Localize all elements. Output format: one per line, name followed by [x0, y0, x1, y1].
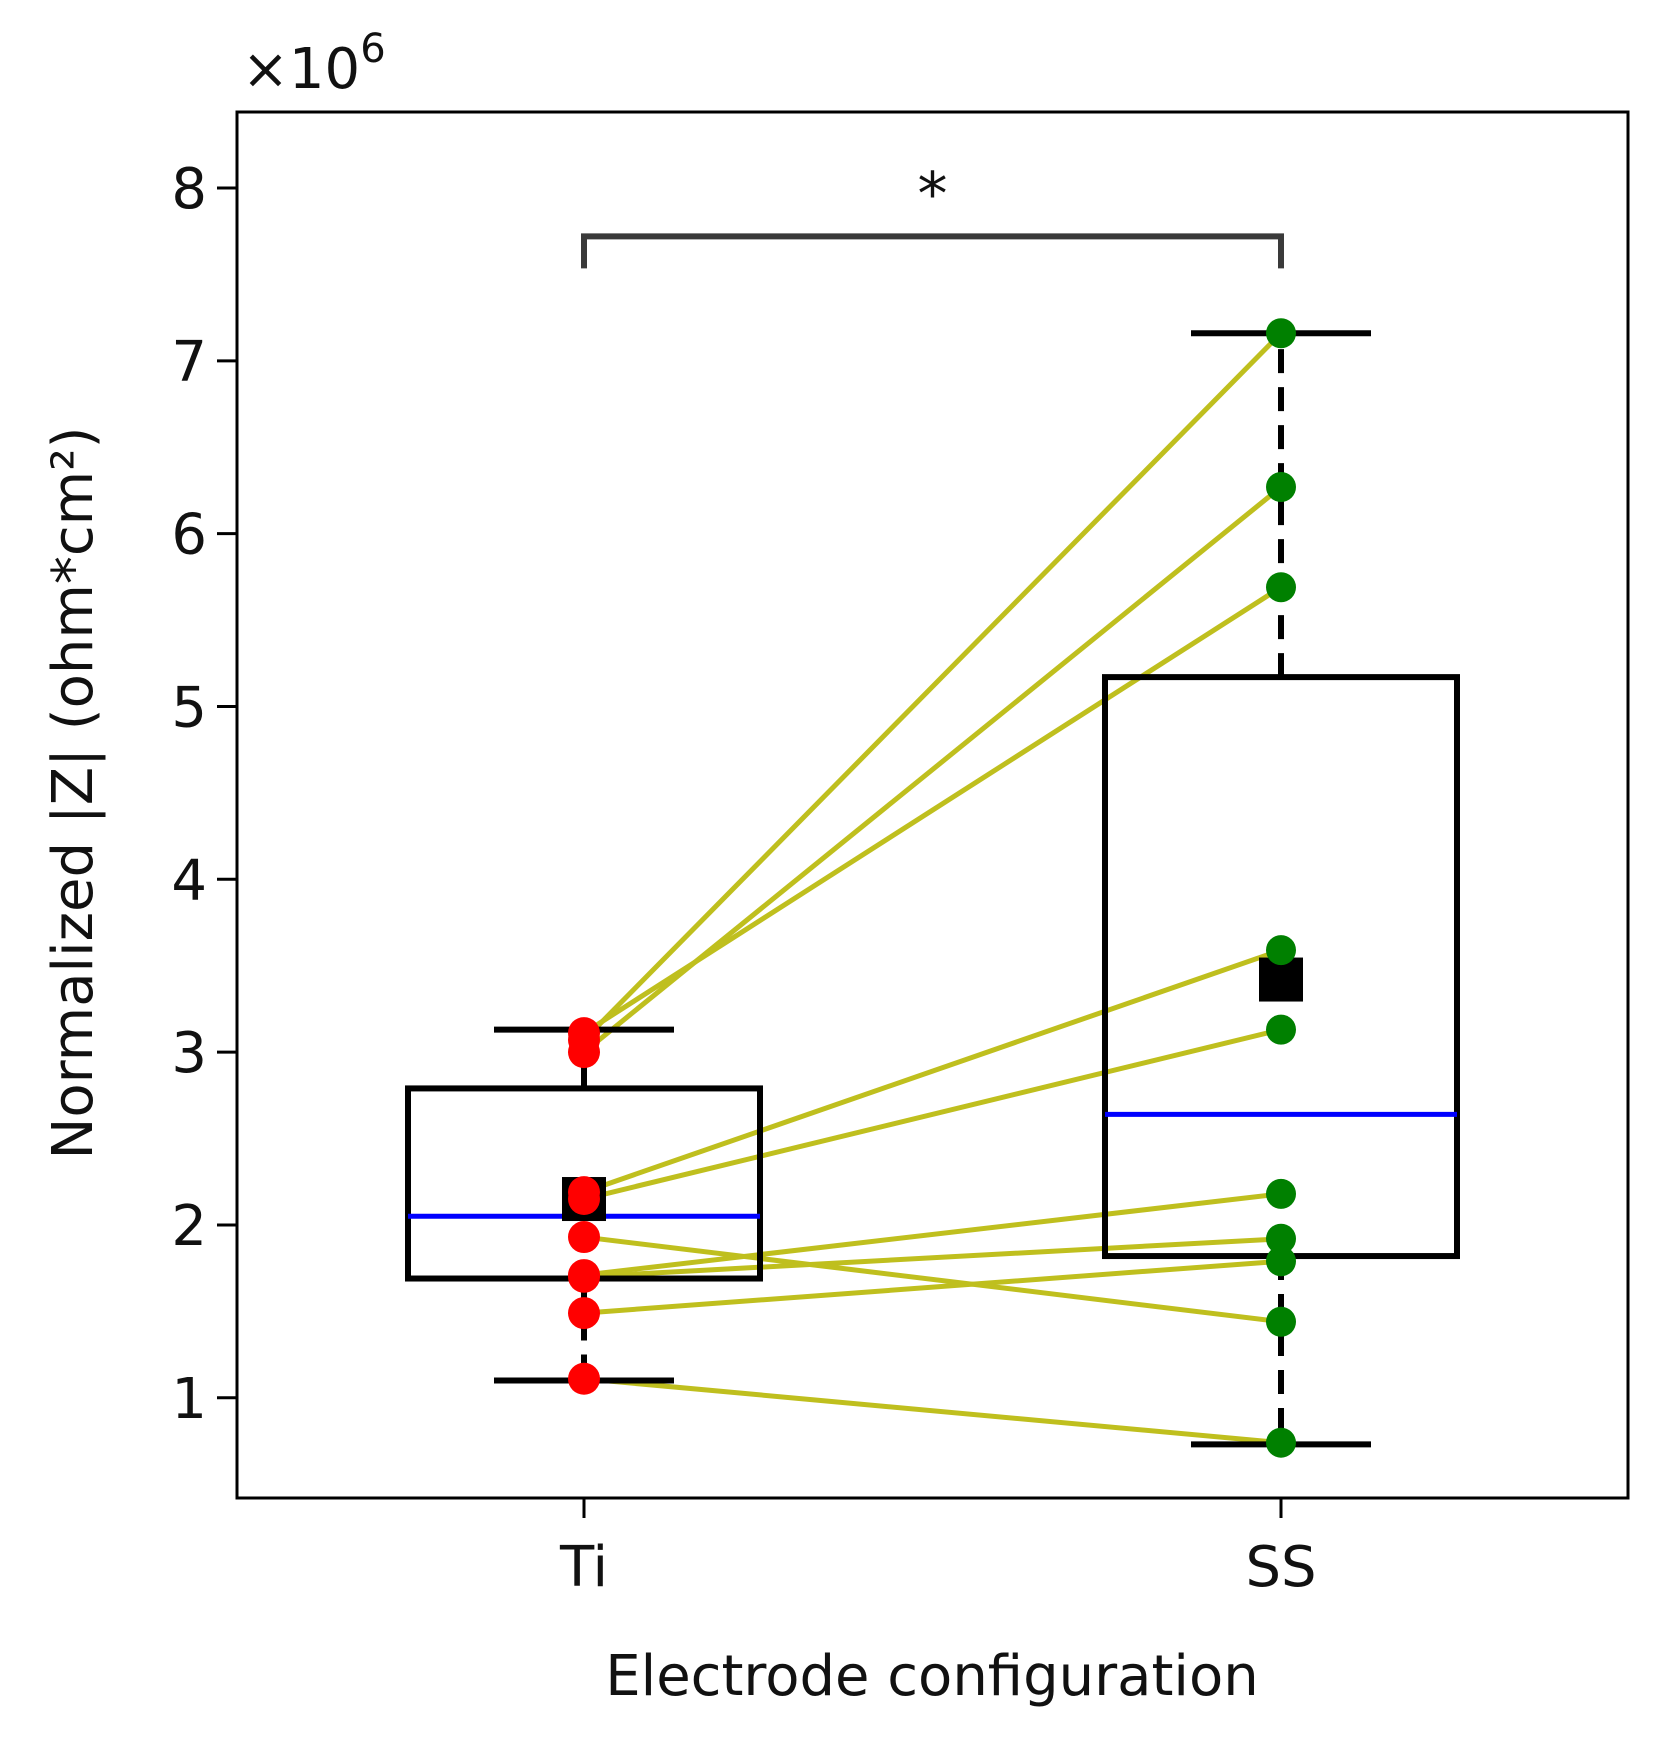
plot-frame [235, 110, 1630, 1500]
pair-line-8 [583, 1258, 1282, 1316]
ss-point-6 [1266, 1178, 1296, 1209]
pair-lines-layer [582, 331, 1283, 1446]
ti-point-10 [568, 1362, 600, 1395]
ti-point-8 [568, 1297, 600, 1330]
x-axis-label: Electrode configuration [605, 1644, 1258, 1709]
ti-point-7 [568, 1260, 600, 1293]
y-tick-label-8: 8 [171, 157, 207, 222]
pair-line-4 [583, 947, 1282, 1195]
x-tick-label-ti: Ti [559, 1535, 608, 1600]
significance-layer: * [581, 159, 1284, 269]
y-scale-exponent: 6 [360, 26, 385, 72]
ss-point-3 [1266, 572, 1296, 603]
ss-point-8 [1266, 1246, 1296, 1277]
data-points-layer [568, 318, 1296, 1458]
y-scale-exponent-label: ×106 [242, 26, 386, 102]
significance-bracket [581, 233, 1284, 269]
x-tick-label-ss: SS [1245, 1535, 1316, 1600]
pair-line-10 [583, 1376, 1282, 1446]
ss-point-4 [1266, 935, 1296, 966]
y-tick-label-6: 6 [171, 503, 207, 568]
y-tick-label-1: 1 [171, 1367, 207, 1432]
ti-point-9 [568, 1221, 600, 1254]
ss-point-1 [1266, 318, 1296, 349]
ss-point-10 [1266, 1427, 1296, 1458]
y-axis-label: Normalized |Z| (ohm*cm²) [41, 426, 106, 1159]
axes-layer: 1 2 3 4 5 6 7 8 Ti SS [171, 157, 1316, 1600]
y-scale-base: ×10 [242, 37, 360, 102]
y-tick-label-3: 3 [171, 1021, 207, 1086]
ss-point-7 [1266, 1223, 1296, 1254]
ti-point-3 [568, 1017, 600, 1050]
significance-label: * [918, 159, 948, 229]
ss-point-5 [1266, 1014, 1296, 1045]
y-tick-label-2: 2 [171, 1194, 207, 1259]
pair-line-5 [583, 1027, 1282, 1202]
pair-line-9 [583, 1234, 1282, 1325]
ss-point-2 [1266, 472, 1296, 503]
ss-point-9 [1266, 1306, 1296, 1337]
pair-line-3 [582, 585, 1283, 1036]
pair-line-1 [582, 331, 1283, 1042]
ti-point-5 [568, 1183, 600, 1216]
y-tick-label-7: 7 [171, 330, 207, 395]
pair-line-6 [583, 1191, 1282, 1278]
y-tick-label-4: 4 [171, 848, 207, 913]
pair-line-7 [583, 1236, 1282, 1280]
y-tick-label-5: 5 [171, 675, 207, 740]
